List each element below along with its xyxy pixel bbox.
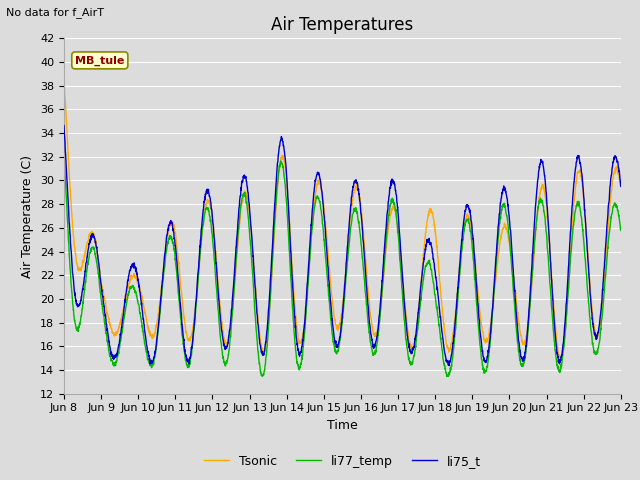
- Tsonic: [617, 183, 625, 189]
- Y-axis label: Air Temperature (C): Air Temperature (C): [22, 155, 35, 277]
- X-axis label: Time: Time: [327, 419, 358, 432]
- li75_t: [216, 302, 223, 308]
- Tsonic: [216, 293, 223, 299]
- Tsonic: [504, 233, 512, 239]
- Line: Tsonic: Tsonic: [64, 81, 621, 360]
- li77_temp: [568, 240, 575, 246]
- Tsonic: [358, 218, 366, 224]
- Tsonic: [568, 230, 575, 236]
- Legend: Tsonic, li77_temp, li75_t: Tsonic, li77_temp, li75_t: [199, 450, 486, 473]
- li75_t: [445, 363, 453, 369]
- Line: li75_t: li75_t: [64, 125, 621, 366]
- Line: li77_temp: li77_temp: [64, 155, 621, 376]
- li75_t: [584, 247, 591, 253]
- Tsonic: [584, 241, 591, 247]
- li75_t: [504, 207, 512, 213]
- li77_temp: [371, 351, 378, 357]
- Tsonic: [60, 78, 68, 84]
- li77_temp: [216, 322, 223, 327]
- li75_t: [617, 183, 625, 189]
- li75_t: [371, 345, 378, 350]
- li77_temp: [358, 256, 366, 262]
- li75_t: [60, 122, 68, 128]
- li75_t: [358, 227, 366, 233]
- Tsonic: [557, 357, 565, 363]
- li77_temp: [443, 373, 451, 379]
- li77_temp: [584, 284, 591, 290]
- li75_t: [568, 209, 575, 215]
- li77_temp: [617, 228, 625, 233]
- Title: Air Temperatures: Air Temperatures: [271, 16, 413, 34]
- li77_temp: [60, 152, 68, 158]
- Text: MB_tule: MB_tule: [75, 55, 125, 66]
- Tsonic: [371, 332, 378, 337]
- Text: No data for f_AirT: No data for f_AirT: [6, 7, 104, 18]
- li77_temp: [504, 226, 512, 232]
